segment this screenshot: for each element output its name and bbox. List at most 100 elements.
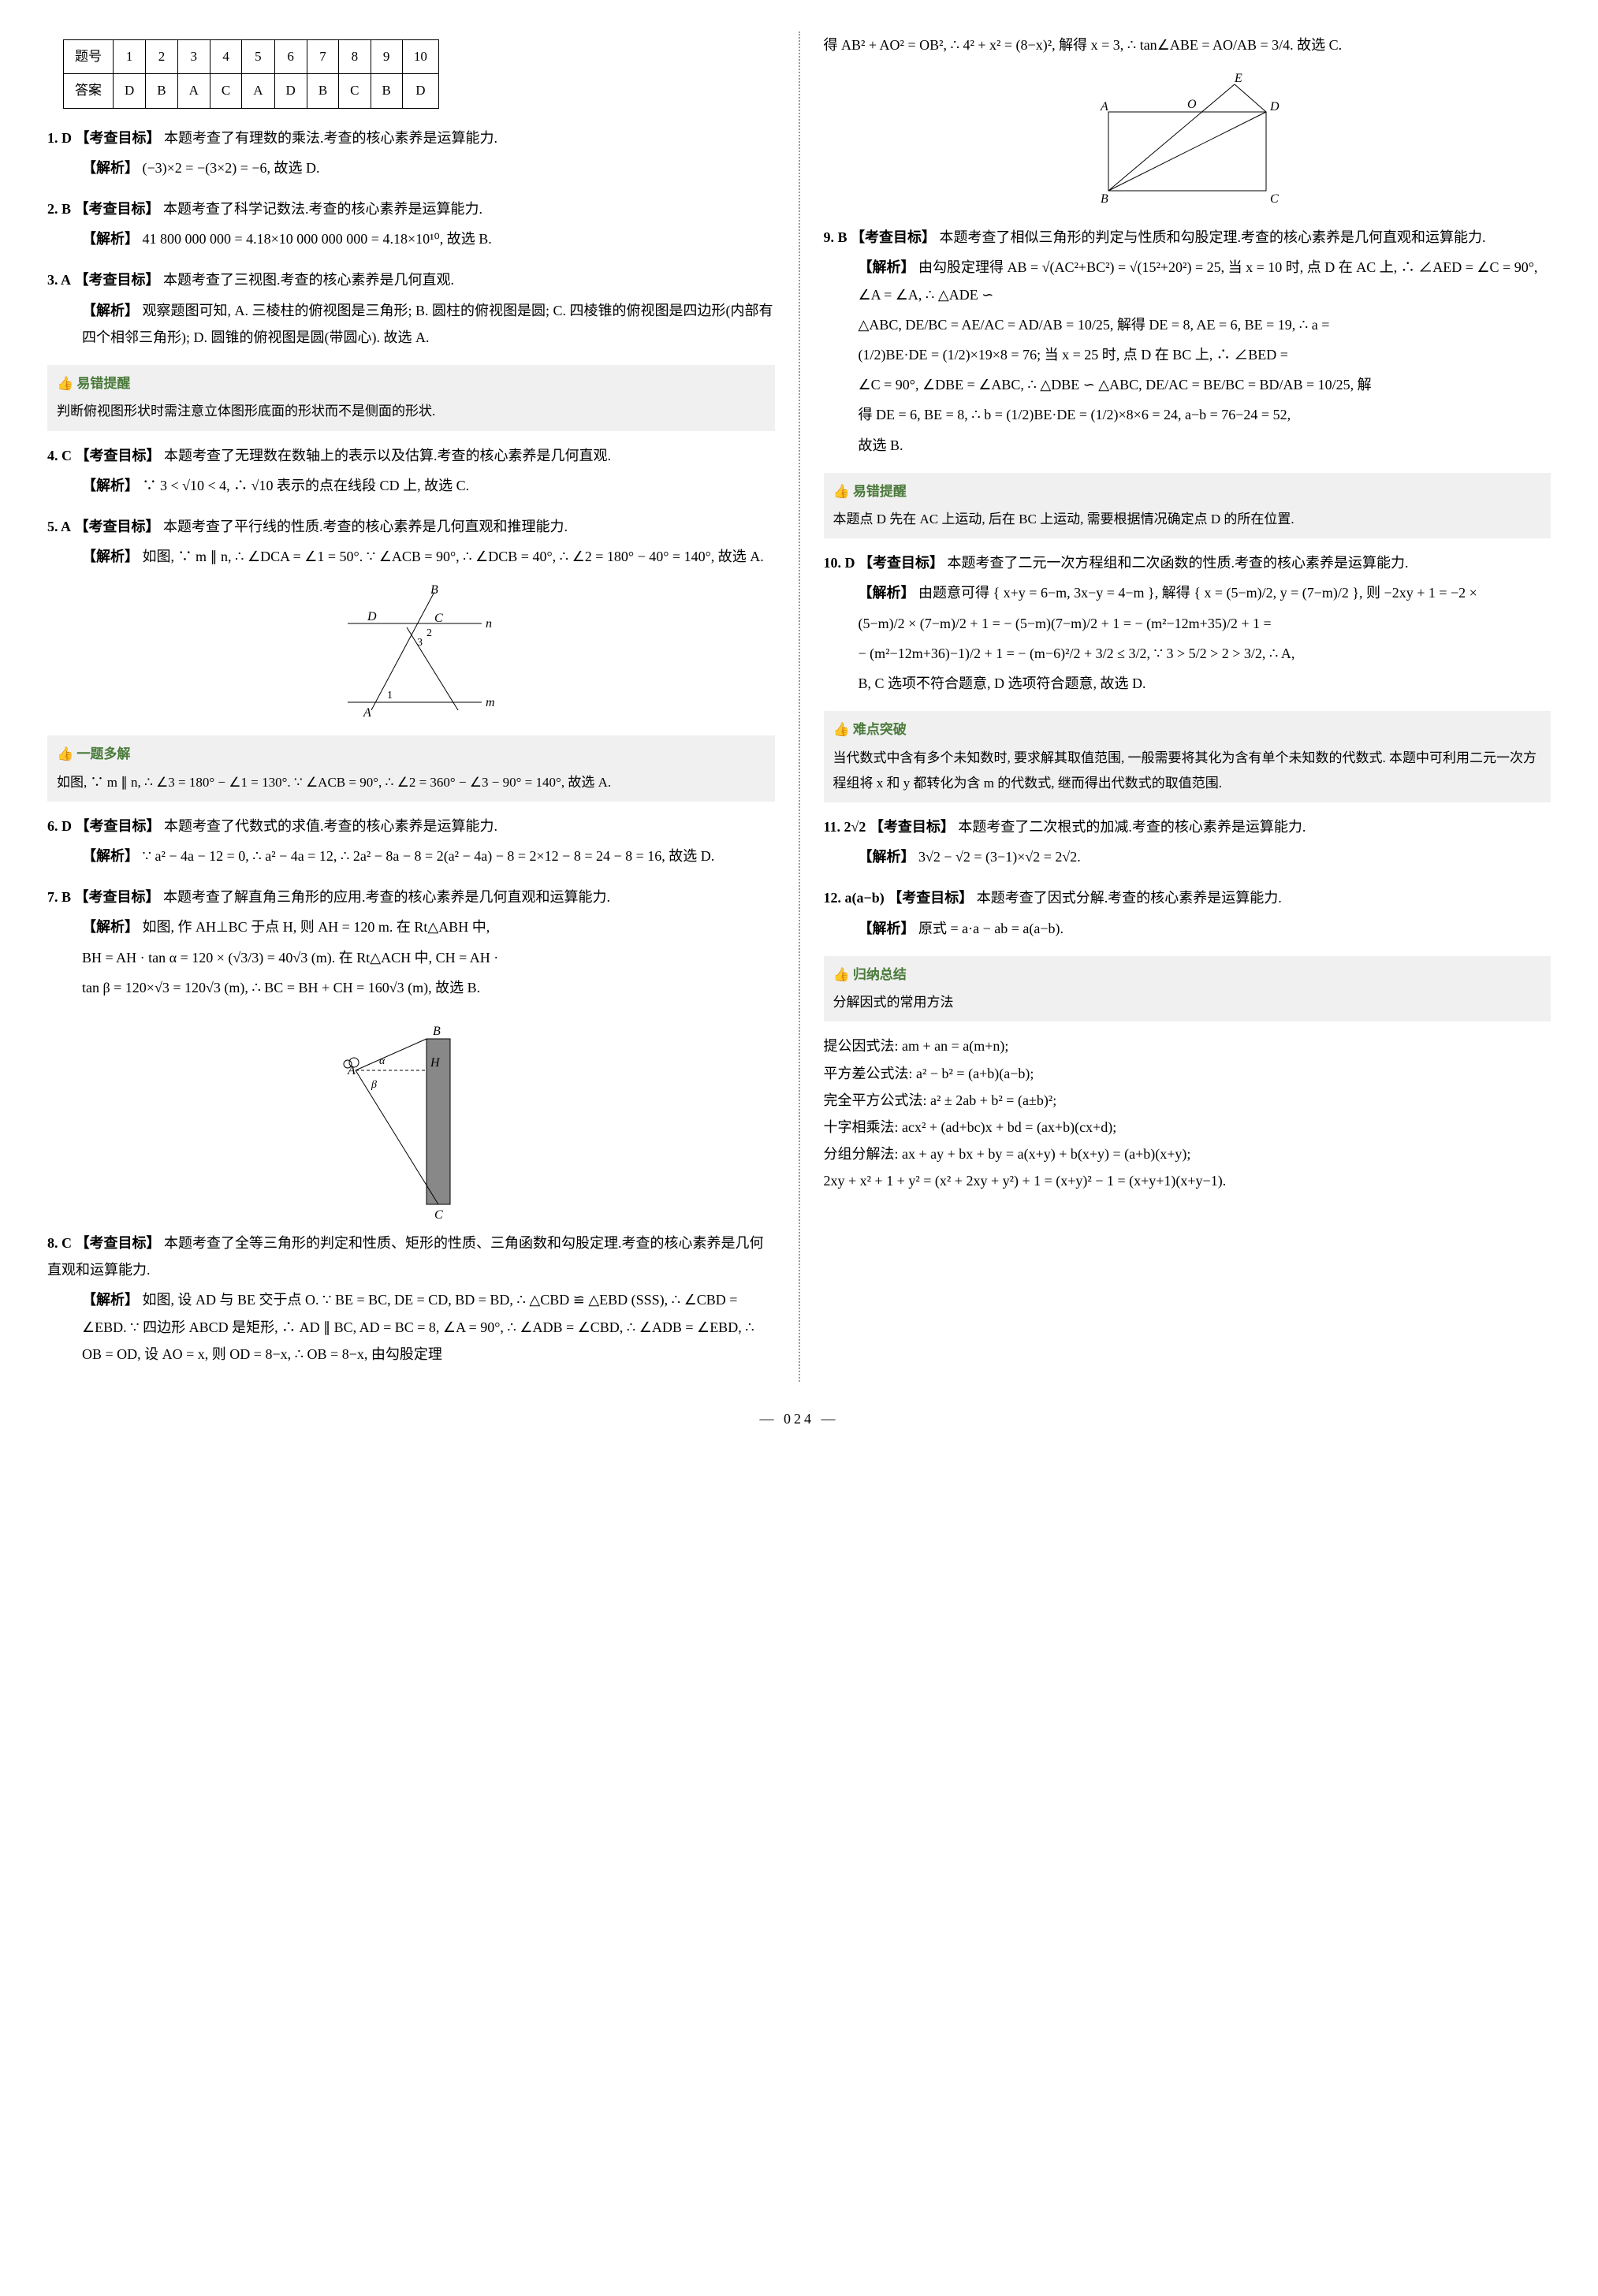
target-label: 【考查目标】 xyxy=(888,890,973,906)
q5-target: 本题考查了平行线的性质.考查的核心素养是几何直观和推理能力. xyxy=(163,519,568,534)
tip-intro: 分解因式的常用方法 xyxy=(833,990,1542,1015)
svg-text:A: A xyxy=(363,706,371,720)
q9-target: 本题考查了相似三角形的判定与性质和勾股定理.考查的核心素养是几何直观和运算能力. xyxy=(940,229,1486,245)
question-1: 1. D 【考查目标】 本题考查了有理数的乘法.考查的核心素养是运算能力. 【解… xyxy=(47,125,775,181)
q10-a4: B, C 选项不符合题意, D 选项符合题意, 故选 D. xyxy=(859,670,1551,697)
tip-box-5: 归纳总结 分解因式的常用方法 xyxy=(824,956,1551,1022)
tip-body: 如图, ∵ m ∥ n, ∴ ∠3 = 180° − ∠1 = 130°. ∵ … xyxy=(57,770,765,795)
svg-text:H: H xyxy=(430,1056,441,1070)
col-num: 9 xyxy=(371,40,402,74)
header-label: 题号 xyxy=(64,40,114,74)
analysis-label: 【解析】 xyxy=(82,478,139,493)
q9-a4: ∠C = 90°, ∠DBE = ∠ABC, ∴ △DBE ∽ △ABC, DE… xyxy=(859,371,1551,398)
target-label: 【考查目标】 xyxy=(76,1235,161,1251)
svg-text:β: β xyxy=(371,1079,377,1091)
question-5: 5. A 【考查目标】 本题考查了平行线的性质.考查的核心素养是几何直观和推理能… xyxy=(47,513,775,570)
col-num: 3 xyxy=(177,40,210,74)
svg-text:n: n xyxy=(486,617,492,631)
q6-target: 本题考查了代数式的求值.考查的核心素养是运算能力. xyxy=(164,818,497,834)
question-2: 2. B 【考查目标】 本题考查了科学记数法.考查的核心素养是运算能力. 【解析… xyxy=(47,195,775,252)
q12-analysis: 原式 = a·a − ab = a(a−b). xyxy=(918,921,1063,936)
q8-diagram: A D B C E O xyxy=(824,73,1551,214)
target-label: 【考查目标】 xyxy=(75,201,160,217)
q9-a2: △ABC, DE/BC = AE/AC = AD/AB = 10/25, 解得 … xyxy=(859,311,1551,338)
q11-analysis: 3√2 − √2 = (3−1)×√2 = 2√2. xyxy=(918,849,1081,865)
col-num: 1 xyxy=(114,40,146,74)
col-num: 4 xyxy=(210,40,241,74)
right-column: 得 AB² + AO² = OB², ∴ 4² + x² = (8−x)², 解… xyxy=(824,32,1551,1382)
q9-a6: 故选 B. xyxy=(859,432,1551,459)
answer-cell: D xyxy=(274,74,307,108)
col-num: 5 xyxy=(242,40,274,74)
analysis-label: 【解析】 xyxy=(82,549,139,564)
col-num: 7 xyxy=(307,40,338,74)
svg-text:3: 3 xyxy=(417,637,423,649)
answer-cell: C xyxy=(210,74,241,108)
q8-num: 8. C xyxy=(47,1235,72,1251)
svg-text:A: A xyxy=(1100,100,1108,113)
question-11: 11. 2√2 【考查目标】 本题考查了二次根式的加减.考查的核心素养是运算能力… xyxy=(824,813,1551,870)
tip-box-2: 一题多解 如图, ∵ m ∥ n, ∴ ∠3 = 180° − ∠1 = 130… xyxy=(47,735,775,802)
col-num: 2 xyxy=(146,40,177,74)
tip-head: 易错提醒 xyxy=(57,371,765,396)
q7-a2: BH = AH · tan α = 120 × (√3/3) = 40√3 (m… xyxy=(82,944,775,971)
q7-a1: 如图, 作 AH⊥BC 于点 H, 则 AH = 120 m. 在 Rt△ABH… xyxy=(143,919,490,935)
method-2: 平方差公式法: a² − b² = (a+b)(a−b); xyxy=(824,1060,1551,1087)
tip-head: 一题多解 xyxy=(57,742,765,767)
q9-a3: (1/2)BE·DE = (1/2)×19×8 = 76; 当 x = 25 时… xyxy=(859,341,1551,368)
q2-analysis: 41 800 000 000 = 4.18×10 000 000 000 = 4… xyxy=(143,231,492,247)
q5-num: 5. A xyxy=(47,519,71,534)
left-column: 题号 1 2 3 4 5 6 7 8 9 10 答案 D B A C A D B… xyxy=(47,32,775,1382)
method-1: 提公因式法: am + an = a(m+n); xyxy=(824,1033,1551,1059)
q5-diagram: B D 2 3 C n 1 A m xyxy=(47,584,775,726)
tip-box-1: 易错提醒 判断俯视图形状时需注意立体图形底面的形状而不是侧面的形状. xyxy=(47,365,775,431)
svg-text:D: D xyxy=(1269,100,1280,113)
target-label: 【考查目标】 xyxy=(76,448,161,463)
q6-num: 6. D xyxy=(47,818,72,834)
q6-analysis: ∵ a² − 4a − 12 = 0, ∴ a² − 4a = 12, ∴ 2a… xyxy=(143,848,715,864)
analysis-label: 【解析】 xyxy=(82,231,139,247)
analysis-label: 【解析】 xyxy=(82,160,139,176)
method-4: 十字相乘法: acx² + (ad+bc)x + bd = (ax+b)(cx+… xyxy=(824,1114,1551,1141)
target-label: 【考查目标】 xyxy=(76,130,161,146)
answer-cell: D xyxy=(114,74,146,108)
q8-cont-text: 得 AB² + AO² = OB², ∴ 4² + x² = (8−x)², 解… xyxy=(824,37,1343,53)
method-3: 完全平方公式法: a² ± 2ab + b² = (a±b)²; xyxy=(824,1087,1551,1114)
question-4: 4. C 【考查目标】 本题考查了无理数在数轴上的表示以及估算.考查的核心素养是… xyxy=(47,442,775,499)
answer-table: 题号 1 2 3 4 5 6 7 8 9 10 答案 D B A C A D B… xyxy=(63,39,439,109)
question-7: 7. B 【考查目标】 本题考查了解直角三角形的应用.考查的核心素养是几何直观和… xyxy=(47,884,775,1001)
q5-analysis: 如图, ∵ m ∥ n, ∴ ∠DCA = ∠1 = 50°. ∵ ∠ACB =… xyxy=(143,549,764,564)
tip-box-3: 易错提醒 本题点 D 先在 AC 上运动, 后在 BC 上运动, 需要根据情况确… xyxy=(824,473,1551,539)
tower-diagram: B H α β A C xyxy=(332,1015,490,1220)
question-10: 10. D 【考查目标】 本题考查了二元一次方程组和二次函数的性质.考查的核心素… xyxy=(824,549,1551,697)
q10-a3: − (m²−12m+36)−1)/2 + 1 = − (m−6)²/2 + 3/… xyxy=(859,640,1551,667)
q4-analysis: ∵ 3 < √10 < 4, ∴ √10 表示的点在线段 CD 上, 故选 C. xyxy=(143,478,470,493)
method-5: 分组分解法: ax + ay + bx + by = a(x+y) + b(x+… xyxy=(824,1141,1551,1167)
q3-analysis: 观察题图可知, A. 三棱柱的俯视图是三角形; B. 圆柱的俯视图是圆; C. … xyxy=(82,303,773,345)
svg-text:O: O xyxy=(1187,98,1197,111)
svg-text:C: C xyxy=(434,612,443,625)
answer-cell: A xyxy=(242,74,274,108)
svg-text:B: B xyxy=(430,584,438,597)
tip-box-4: 难点突破 当代数式中含有多个未知数时, 要求解其取值范围, 一般需要将其化为含有… xyxy=(824,711,1551,802)
answer-cell: D xyxy=(402,74,438,108)
q8-analysis: 如图, 设 AD 与 BE 交于点 O. ∵ BE = BC, DE = CD,… xyxy=(82,1292,754,1361)
target-label: 【考查目标】 xyxy=(75,889,160,905)
svg-text:m: m xyxy=(486,696,495,709)
q7-target: 本题考查了解直角三角形的应用.考查的核心素养是几何直观和运算能力. xyxy=(163,889,610,905)
q3-num: 3. A xyxy=(47,272,71,288)
target-label: 【考查目标】 xyxy=(870,819,955,835)
answer-label: 答案 xyxy=(64,74,114,108)
q10-a1: 由题意可得 { x+y = 6−m, 3x−y = 4−m }, 解得 { x … xyxy=(918,585,1477,601)
question-3: 3. A 【考查目标】 本题考查了三视图.考查的核心素养是几何直观. 【解析】 … xyxy=(47,266,775,351)
q10-target: 本题考查了二元一次方程组和二次函数的性质.考查的核心素养是运算能力. xyxy=(948,555,1409,571)
q1-target: 本题考查了有理数的乘法.考查的核心素养是运算能力. xyxy=(164,130,497,146)
q10-a2: (5−m)/2 × (7−m)/2 + 1 = − (5−m)(7−m)/2 +… xyxy=(859,610,1551,637)
q2-num: 2. B xyxy=(47,201,71,217)
analysis-label: 【解析】 xyxy=(859,921,915,936)
svg-text:B: B xyxy=(1101,192,1108,206)
q3-target: 本题考查了三视图.考查的核心素养是几何直观. xyxy=(163,272,454,288)
analysis-label: 【解析】 xyxy=(859,259,915,275)
q12-num: 12. a(a−b) xyxy=(824,890,885,906)
analysis-label: 【解析】 xyxy=(82,919,139,935)
